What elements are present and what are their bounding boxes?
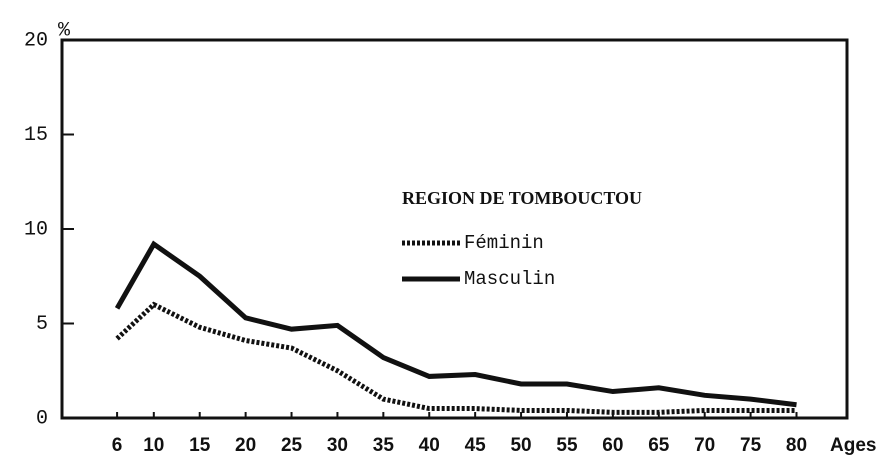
x-tick-label: 55 bbox=[556, 435, 578, 456]
x-tick-label: 6 bbox=[112, 435, 123, 456]
x-tick-label: 50 bbox=[510, 435, 531, 456]
x-tick-label: 45 bbox=[465, 435, 487, 456]
y-tick-label: 10 bbox=[24, 218, 48, 241]
x-tick-label: 65 bbox=[648, 435, 670, 456]
x-tick-label: 70 bbox=[694, 435, 715, 456]
legend-label: Féminin bbox=[464, 232, 544, 254]
y-tick-label: 0 bbox=[36, 407, 48, 430]
y-tick-label: 5 bbox=[36, 313, 48, 336]
x-tick-label: 35 bbox=[373, 435, 395, 456]
series-line bbox=[114, 240, 797, 408]
y-tick-label: 20 bbox=[24, 29, 48, 52]
x-tick-label: 25 bbox=[281, 435, 303, 456]
x-tick-label: 40 bbox=[419, 435, 440, 456]
legend-label: Masculin bbox=[464, 268, 555, 290]
x-axis-label: Ages bbox=[830, 435, 876, 456]
y-tick-label: 15 bbox=[24, 124, 48, 147]
x-tick-label: 20 bbox=[235, 435, 256, 456]
plot-frame bbox=[60, 38, 849, 420]
x-tick-label: 10 bbox=[143, 435, 164, 456]
x-tick-label: 80 bbox=[786, 435, 807, 456]
x-tick-label: 60 bbox=[602, 435, 623, 456]
series-line bbox=[115, 301, 797, 415]
y-unit: % bbox=[58, 19, 71, 42]
x-tick-label: 75 bbox=[740, 435, 762, 456]
x-tick-label: 30 bbox=[327, 435, 348, 456]
x-tick-label: 15 bbox=[189, 435, 211, 456]
legend-title: REGION DE TOMBOUCTOU bbox=[402, 188, 642, 208]
